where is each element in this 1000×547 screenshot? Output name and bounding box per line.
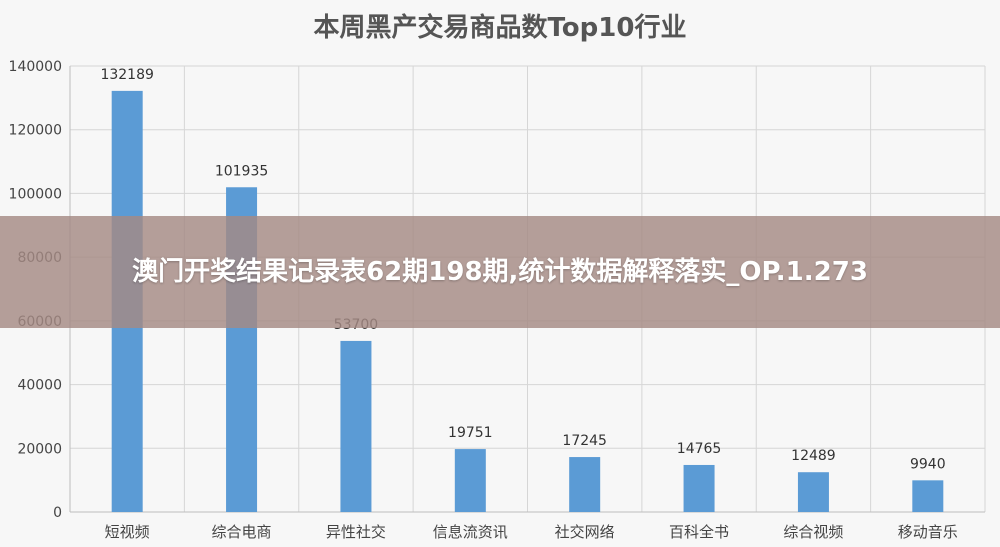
bar-value-label: 132189 bbox=[100, 67, 153, 83]
category-label: 社交网络 bbox=[555, 523, 615, 541]
value-labels: 1321891019355370019751172451476512489994… bbox=[100, 67, 945, 472]
category-label: 移动音乐 bbox=[898, 523, 958, 541]
category-label: 百科全书 bbox=[669, 523, 729, 541]
bar-value-label: 17245 bbox=[562, 433, 607, 449]
bar-4 bbox=[454, 449, 486, 512]
chart-title: 本周黑产交易商品数Top10行业 bbox=[314, 12, 687, 43]
category-label: 异性社交 bbox=[326, 523, 386, 541]
y-tick-label: 100000 bbox=[9, 186, 62, 202]
headline-text: 澳门开奖结果记录表62期198期,统计数据解释落实_OP.1.273 bbox=[132, 257, 868, 287]
y-tick-label: 0 bbox=[53, 505, 62, 521]
y-tick-label: 120000 bbox=[9, 123, 62, 139]
bar-value-label: 19751 bbox=[448, 425, 493, 441]
y-tick-label: 20000 bbox=[17, 441, 62, 457]
y-tick-label: 40000 bbox=[17, 378, 62, 394]
y-tick-label: 140000 bbox=[9, 59, 62, 75]
category-label: 综合电商 bbox=[212, 523, 272, 541]
bar-value-label: 101935 bbox=[215, 163, 268, 179]
bar-5 bbox=[569, 457, 601, 512]
headline-banner: 澳门开奖结果记录表62期198期,统计数据解释落实_OP.1.273 bbox=[0, 216, 1000, 328]
category-label: 综合视频 bbox=[783, 523, 843, 541]
bar-value-label: 12489 bbox=[791, 448, 836, 464]
bar-value-label: 9940 bbox=[910, 456, 946, 472]
bar-7 bbox=[797, 472, 829, 512]
bar-value-label: 14765 bbox=[677, 441, 722, 457]
x-axis-categories: 短视频 综合电商 异性社交 信息流资讯 社交网络 百科全书 综合视频 移动音乐 bbox=[105, 523, 958, 541]
category-label: 短视频 bbox=[105, 523, 150, 541]
bar-3 bbox=[340, 340, 372, 512]
category-label: 信息流资讯 bbox=[433, 523, 508, 541]
bar-8 bbox=[912, 480, 944, 512]
bar-6 bbox=[683, 464, 715, 512]
